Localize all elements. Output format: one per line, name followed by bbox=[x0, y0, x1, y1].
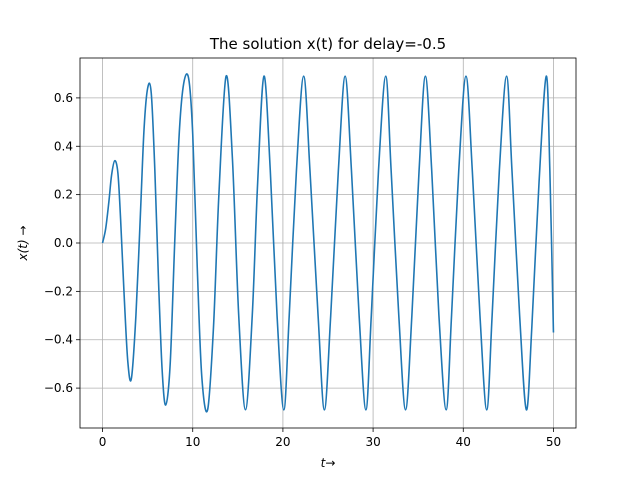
x-axis-label: t→ bbox=[321, 456, 336, 470]
y-tick-label: −0.2 bbox=[44, 284, 73, 298]
series-line bbox=[101, 73, 555, 413]
y-tick-label: −0.6 bbox=[44, 381, 73, 395]
chart-title: The solution x(t) for delay=-0.5 bbox=[209, 35, 446, 53]
y-axis-label: x(t) → bbox=[16, 225, 30, 261]
series-layer bbox=[101, 73, 555, 413]
x-tick-label: 10 bbox=[185, 435, 200, 449]
x-tick-label: 0 bbox=[99, 435, 107, 449]
x-tick-label: 30 bbox=[365, 435, 380, 449]
x-tick-label: 50 bbox=[546, 435, 561, 449]
y-tick-label: 0.0 bbox=[54, 236, 73, 250]
y-tick-label: −0.4 bbox=[44, 333, 73, 347]
x-tick-label: 40 bbox=[456, 435, 471, 449]
y-tick-label: 0.6 bbox=[54, 91, 73, 105]
x-tick-label: 20 bbox=[275, 435, 290, 449]
ticks: 0 10 20 30 40 50 −0.6 −0.4 −0.2 0.0 0.2 0.4 0.6 bbox=[44, 91, 561, 449]
y-tick-label: 0.2 bbox=[54, 188, 73, 202]
grid-lines bbox=[80, 58, 576, 428]
y-tick-label: 0.4 bbox=[54, 139, 73, 153]
